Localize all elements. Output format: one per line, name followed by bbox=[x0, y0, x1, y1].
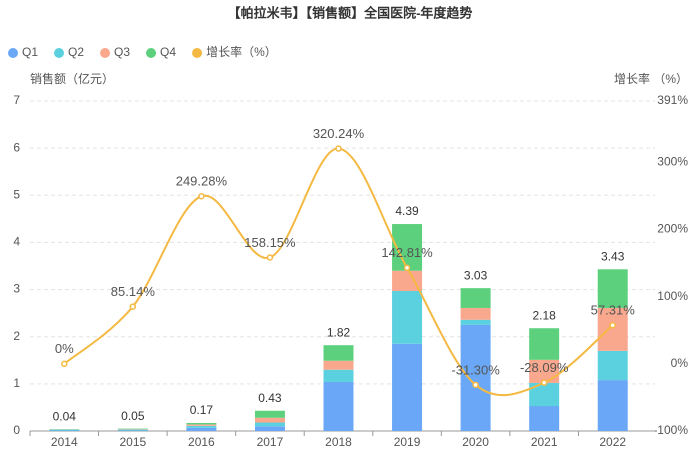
bar-segment bbox=[598, 380, 628, 431]
bar-segment bbox=[186, 424, 216, 425]
total-label: 3.43 bbox=[601, 249, 625, 263]
growth-label: -28.09% bbox=[520, 360, 569, 375]
growth-point bbox=[405, 265, 410, 270]
legend-swatch bbox=[146, 48, 156, 58]
growth-point bbox=[336, 146, 341, 151]
bar-segment bbox=[598, 351, 628, 380]
growth-label: 57.31% bbox=[591, 303, 636, 318]
x-tick-label: 2015 bbox=[119, 435, 146, 449]
x-tick-label: 2018 bbox=[325, 435, 352, 449]
y2-tick-label: 100% bbox=[657, 289, 688, 303]
bar-segment bbox=[529, 406, 559, 431]
growth-point bbox=[267, 255, 272, 260]
bar-segment bbox=[461, 320, 491, 325]
bar-segment bbox=[461, 288, 491, 308]
total-label: 4.39 bbox=[395, 204, 419, 218]
legend-swatch bbox=[192, 48, 202, 58]
growth-point bbox=[62, 361, 67, 366]
bar-segment bbox=[461, 325, 491, 431]
y2-tick-label: 200% bbox=[657, 222, 688, 236]
x-tick-label: 2021 bbox=[531, 435, 558, 449]
growth-label: 320.24% bbox=[313, 126, 365, 141]
y2-tick-label: 0% bbox=[671, 356, 689, 370]
growth-point bbox=[610, 323, 615, 328]
legend-label: 增长率（%） bbox=[206, 44, 277, 59]
growth-point bbox=[473, 382, 478, 387]
bar-segment bbox=[324, 370, 354, 382]
bar-segment bbox=[324, 361, 354, 370]
legend-label: Q4 bbox=[160, 45, 176, 59]
y-tick-label: 4 bbox=[13, 235, 20, 249]
growth-label: 249.28% bbox=[176, 174, 228, 189]
growth-point bbox=[542, 380, 547, 385]
bar-segment bbox=[49, 430, 79, 431]
bar-segment bbox=[255, 426, 285, 431]
y-tick-label: 1 bbox=[13, 376, 20, 390]
total-label: 2.18 bbox=[532, 308, 556, 322]
legend-swatch bbox=[54, 48, 64, 58]
y-tick-label: 3 bbox=[13, 282, 20, 296]
total-label: 3.03 bbox=[464, 268, 488, 282]
y-tick-label: 5 bbox=[13, 187, 20, 201]
legend-label: Q2 bbox=[68, 45, 84, 59]
growth-label: -31.30% bbox=[451, 362, 500, 377]
bar-segment bbox=[461, 308, 491, 320]
bar-segment bbox=[324, 345, 354, 361]
y2-tick-label: -100% bbox=[653, 423, 688, 437]
growth-label: 158.15% bbox=[244, 235, 296, 250]
y-tick-label: 7 bbox=[13, 93, 20, 107]
growth-point bbox=[130, 304, 135, 309]
x-tick-label: 2022 bbox=[599, 435, 626, 449]
legend-swatch bbox=[8, 48, 18, 58]
y2-axis-title: 增长率 （%） bbox=[614, 71, 688, 86]
y2-tick-label: 391% bbox=[657, 93, 688, 107]
y2-tick-label: 300% bbox=[657, 154, 688, 168]
legend-label: Q3 bbox=[114, 45, 130, 59]
x-tick-label: 2019 bbox=[394, 435, 421, 449]
total-label: 0.04 bbox=[53, 409, 77, 423]
bar-segment bbox=[255, 411, 285, 418]
total-label: 0.17 bbox=[190, 403, 214, 417]
bar-segment bbox=[186, 428, 216, 431]
bar-segment bbox=[118, 430, 148, 431]
bar-segment bbox=[392, 344, 422, 431]
y-axis-title: 销售额（亿元） bbox=[30, 71, 114, 86]
total-label: 0.05 bbox=[121, 409, 145, 423]
bar-segment bbox=[186, 423, 216, 424]
y-tick-label: 6 bbox=[13, 140, 20, 154]
legend-swatch bbox=[100, 48, 110, 58]
growth-label: 85.14% bbox=[111, 284, 156, 299]
bar-segment bbox=[324, 382, 354, 431]
bar-segment bbox=[529, 328, 559, 360]
total-label: 1.82 bbox=[327, 325, 351, 339]
x-tick-label: 2016 bbox=[188, 435, 215, 449]
growth-label: 0% bbox=[55, 341, 74, 356]
x-tick-label: 2020 bbox=[462, 435, 489, 449]
growth-label: 142.81% bbox=[381, 245, 433, 260]
bar-segment bbox=[255, 418, 285, 423]
bar-segment bbox=[392, 291, 422, 344]
y-tick-label: 2 bbox=[13, 329, 20, 343]
x-tick-label: 2017 bbox=[257, 435, 284, 449]
bar-segment bbox=[255, 423, 285, 427]
x-tick-label: 2014 bbox=[51, 435, 78, 449]
bar-segment bbox=[186, 426, 216, 428]
growth-point bbox=[199, 194, 204, 199]
y-tick-label: 0 bbox=[13, 423, 20, 437]
legend-label: Q1 bbox=[22, 45, 38, 59]
chart-title: 【帕拉米韦】【销售额】全国医院-年度趋势 bbox=[228, 5, 473, 20]
total-label: 0.43 bbox=[258, 391, 282, 405]
